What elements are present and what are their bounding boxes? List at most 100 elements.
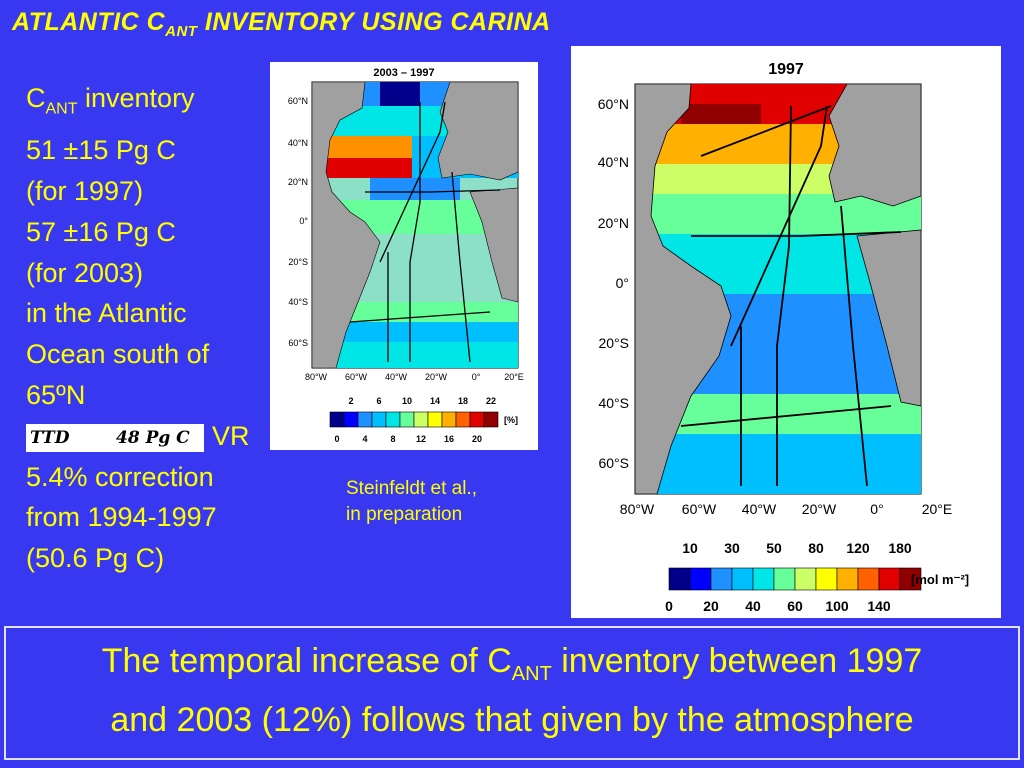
band — [312, 302, 518, 322]
summary-line-1: CANT inventory — [26, 83, 195, 118]
colorbar-swatch — [427, 411, 443, 428]
lon-label: 40°W — [742, 501, 777, 517]
colorbar-swatch — [836, 567, 859, 591]
lat-label: 40°S — [288, 297, 308, 307]
europe-africa-landmass — [437, 81, 519, 181]
colorbar-swatch — [455, 411, 471, 428]
cbar-tick: 0 — [334, 434, 339, 444]
summary-line-ttd: TTD 48 Pg C VR — [26, 416, 271, 457]
summary-line-10: 5.4% correction — [26, 461, 214, 492]
colorbar-swatch — [399, 411, 415, 428]
citation-line-2: in preparation — [346, 504, 463, 525]
inventory-map-title: 1997 — [768, 61, 804, 78]
summary-line-6: in the Atlantic — [26, 298, 187, 329]
colorbar-swatch — [689, 567, 712, 591]
lat-label: 20°N — [598, 215, 629, 231]
summary-line-11: from 1994-1997 — [26, 502, 217, 533]
cbar-tick: 8 — [390, 434, 395, 444]
cruise-tracks — [349, 101, 501, 363]
summary-line-7: Ocean south of — [26, 339, 210, 370]
colorbar — [668, 567, 922, 591]
cbar-tick: 12 — [416, 434, 426, 444]
cbar-unit: [%] — [504, 415, 518, 425]
band — [370, 178, 460, 200]
cbar-tick: 60 — [787, 598, 803, 614]
lat-label: 20°S — [288, 257, 308, 267]
cbar-tick: 140 — [867, 598, 891, 614]
cbar-tick: 22 — [486, 396, 496, 406]
cbar-tick: 2 — [348, 396, 353, 406]
inventory-map: 1997 60°N 40°N 20°N 0° — [598, 61, 969, 614]
africa-landmass — [856, 229, 922, 407]
colorbar-swatch — [731, 567, 754, 591]
lon-label: 60°W — [682, 501, 717, 517]
lon-label: 0° — [472, 372, 481, 382]
difference-map: 2003 – 1997 60°N 40°N 2 0° — [288, 67, 524, 444]
colorbar-swatch — [483, 411, 499, 428]
americas-landmass — [634, 83, 732, 495]
band — [312, 158, 412, 178]
conclusion-box: The temporal increase of CANT inventory … — [4, 626, 1020, 760]
colorbar-swatch — [815, 567, 838, 591]
europe-africa-landmass — [828, 83, 922, 207]
lat-label: 20°N — [288, 177, 308, 187]
colorbar-swatch — [343, 411, 359, 428]
lon-label: 60°W — [345, 372, 368, 382]
cbar-tick: 14 — [430, 396, 440, 406]
colorbar-swatch — [385, 411, 401, 428]
cbar-tick: 50 — [766, 540, 782, 556]
americas-landmass — [311, 81, 381, 369]
summary-line-12: (50.6 Pg C) — [26, 543, 165, 574]
slide-title: ATLANTIC CANT INVENTORY USING CARINA — [12, 8, 551, 40]
colorbar-swatch — [668, 567, 691, 591]
colorbar-swatch — [413, 411, 429, 428]
lat-label: 60°S — [598, 455, 629, 471]
cruise-tracks — [680, 105, 902, 487]
cbar-tick: 30 — [724, 540, 740, 556]
lon-label: 20°W — [425, 372, 448, 382]
lon-label: 80°W — [305, 372, 328, 382]
lon-label: 80°W — [620, 501, 655, 517]
colorbar-swatch — [441, 411, 457, 428]
colorbar-swatch — [878, 567, 901, 591]
cbar-tick: 16 — [444, 434, 454, 444]
colorbar-swatch — [329, 411, 345, 428]
conclusion-line-1: The temporal increase of CANT inventory … — [101, 642, 923, 685]
band — [380, 82, 420, 106]
colorbar-swatch — [752, 567, 775, 591]
colorbar-swatch — [773, 567, 796, 591]
lon-label: 20°E — [922, 501, 953, 517]
summary-line-8: 65ºN — [26, 379, 86, 410]
cbar-tick: 10 — [402, 396, 412, 406]
colorbar-swatch — [710, 567, 733, 591]
citation: Steinfeldt et al., in preparation — [346, 476, 477, 528]
ttd-image: TTD 48 Pg C — [26, 423, 204, 452]
citation-line-1: Steinfeldt et al., — [346, 478, 477, 499]
colorbar — [329, 411, 499, 428]
zone — [635, 194, 921, 234]
lat-label: 0° — [299, 216, 308, 226]
lon-label: 20°W — [802, 501, 837, 517]
cbar-tick: 40 — [745, 598, 761, 614]
colorbar-swatch — [899, 567, 922, 591]
cbar-tick: 6 — [376, 396, 381, 406]
cbar-tick: 20 — [472, 434, 482, 444]
lon-label: 20°E — [504, 372, 524, 382]
cbar-tick: 80 — [808, 540, 824, 556]
cbar-tick: 10 — [682, 540, 698, 556]
summary-line-3: (for 1997) — [26, 175, 144, 206]
cbar-tick: 0 — [665, 598, 673, 614]
band — [312, 136, 412, 158]
colorbar-swatch — [857, 567, 880, 591]
summary-line-5: (for 2003) — [26, 257, 144, 288]
cbar-tick: 120 — [846, 540, 870, 556]
lat-label: 0° — [616, 275, 629, 291]
africa-landmass — [469, 187, 519, 303]
difference-map-title: 2003 – 1997 — [373, 67, 434, 79]
summary-line-2: 51 ±15 Pg C — [26, 135, 176, 166]
colorbar-swatch — [794, 567, 817, 591]
cbar-tick: 4 — [362, 434, 367, 444]
lat-label: 60°N — [598, 96, 629, 112]
colorbar-swatch — [469, 411, 485, 428]
summary-line-4: 57 ±16 Pg C — [26, 216, 176, 247]
